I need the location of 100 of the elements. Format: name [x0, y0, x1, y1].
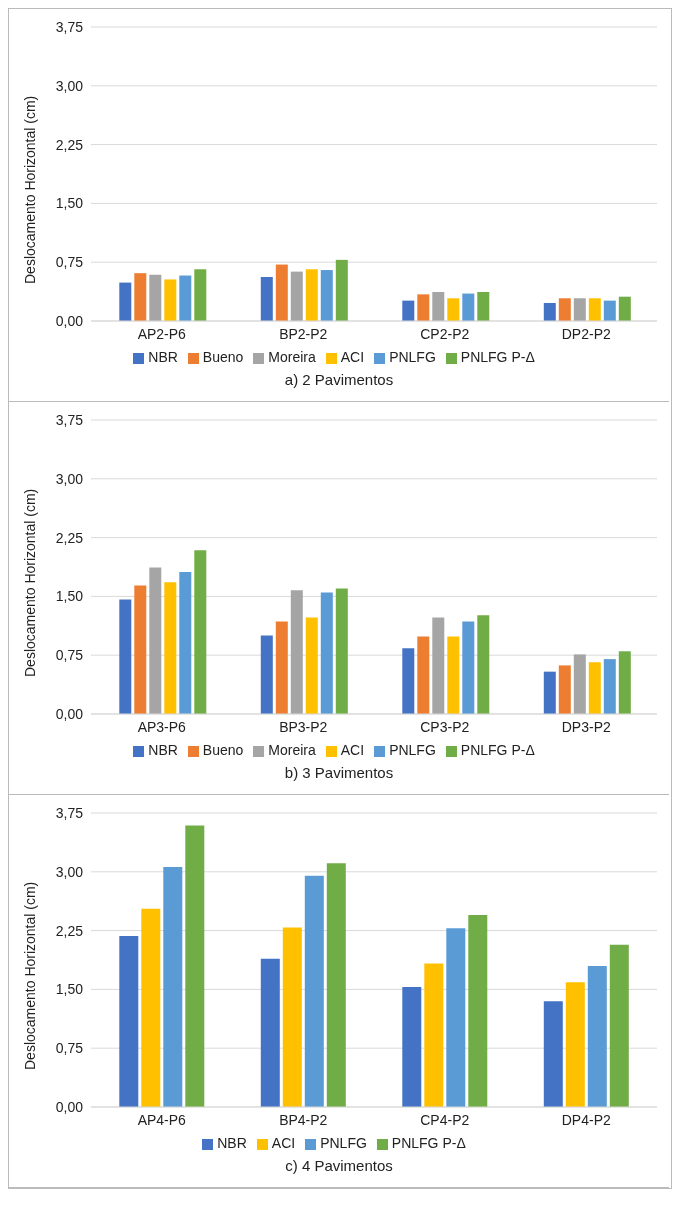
bar: [588, 298, 601, 321]
bar: [179, 275, 192, 321]
legend-label: PNLFG P-Δ: [460, 349, 535, 365]
x-tick-label: AP4-P6: [137, 1111, 187, 1128]
bar: [573, 298, 586, 321]
bar: [260, 958, 280, 1107]
bar: [149, 567, 162, 714]
bar: [417, 636, 430, 714]
y-tick-label: 0,75: [55, 647, 84, 664]
bar: [164, 279, 177, 321]
x-tick-label: DP2-P2: [561, 325, 611, 342]
bar: [290, 590, 303, 714]
x-tick-label: AP2-P6: [137, 325, 187, 342]
legend-label: Moreira: [268, 742, 316, 758]
y-tick-label: 3,00: [55, 470, 84, 487]
y-tick-label: 3,00: [55, 77, 84, 94]
x-tick-label: DP3-P2: [561, 718, 611, 735]
y-tick-label: 3,75: [55, 411, 84, 428]
legend-label: NBR: [148, 349, 178, 365]
bar: [603, 300, 616, 321]
bar: [543, 671, 556, 714]
bar: [424, 963, 444, 1107]
y-tick-label: 3,00: [55, 863, 84, 880]
bar: [462, 293, 475, 321]
y-axis-title: Deslocamento Horizontal (cm): [21, 488, 38, 677]
bar: [603, 659, 616, 714]
bar: [320, 270, 333, 321]
bar: [275, 264, 288, 321]
bar: [119, 599, 132, 714]
bar: [305, 269, 318, 321]
bar: [119, 282, 132, 321]
bar: [432, 617, 445, 714]
bar: [432, 291, 445, 321]
bar: [260, 635, 273, 714]
bar: [275, 621, 288, 714]
legend-label: PNLFG P-Δ: [391, 1135, 466, 1151]
legend-label: NBR: [148, 742, 178, 758]
bar: [573, 654, 586, 714]
x-tick-label: BP4-P2: [279, 1111, 328, 1128]
bar: [447, 298, 460, 321]
x-tick-label: BP2-P2: [279, 325, 328, 342]
bar: [417, 294, 430, 321]
bar: [141, 908, 161, 1107]
bar: [185, 825, 205, 1107]
legend-label: PNLFG: [320, 1135, 367, 1151]
legend-label: Moreira: [268, 349, 316, 365]
bar: [477, 291, 490, 321]
bar: [134, 585, 147, 714]
bar: [565, 982, 585, 1107]
x-tick-label: AP3-P6: [137, 718, 187, 735]
y-tick-label: 0,00: [55, 1098, 84, 1115]
y-axis-title: Deslocamento Horizontal (cm): [21, 881, 38, 1070]
bar: [558, 298, 571, 321]
legend-label: NBR: [217, 1135, 247, 1151]
legend-label: PNLFG: [389, 349, 436, 365]
y-tick-label: 0,00: [55, 312, 84, 329]
bar: [194, 269, 207, 321]
x-tick-label: CP3-P2: [420, 718, 470, 735]
bar: [402, 300, 415, 321]
bar: [282, 927, 302, 1107]
bar: [260, 277, 273, 321]
bar: [194, 550, 207, 714]
y-tick-label: 1,50: [55, 195, 84, 212]
y-tick-label: 1,50: [55, 588, 84, 605]
legend-label: ACI: [271, 1135, 296, 1151]
bar: [618, 651, 631, 714]
y-tick-label: 0,75: [55, 1040, 84, 1057]
bar: [304, 875, 324, 1107]
y-tick-label: 0,00: [55, 705, 84, 722]
x-tick-label: DP4-P2: [561, 1111, 611, 1128]
bar: [149, 274, 162, 321]
bar: [290, 271, 303, 321]
bar: [305, 617, 318, 714]
x-tick-label: BP3-P2: [279, 718, 328, 735]
x-tick-label: CP2-P2: [420, 325, 470, 342]
y-tick-label: 2,25: [55, 922, 84, 939]
bar: [447, 636, 460, 714]
bar: [543, 1001, 563, 1107]
bar: [446, 928, 466, 1107]
text: a) 2 Pavimentos: [283, 371, 395, 388]
bar: [320, 592, 333, 714]
bar: [119, 936, 139, 1107]
bar: [588, 662, 601, 714]
bar: [477, 615, 490, 714]
x-tick-label: CP4-P2: [420, 1111, 470, 1128]
y-axis-title: Deslocamento Horizontal (cm): [21, 95, 38, 284]
bar: [609, 944, 629, 1107]
bar: [134, 273, 147, 321]
text: b) 3 Pavimentos: [283, 764, 395, 781]
legend-label: Bueno: [202, 349, 244, 365]
y-tick-label: 0,75: [55, 254, 84, 271]
legend-label: ACI: [340, 742, 365, 758]
text: c) 4 Pavimentos: [284, 1157, 394, 1174]
y-tick-label: 1,50: [55, 981, 84, 998]
bar: [179, 572, 192, 714]
bar: [163, 867, 183, 1107]
bar: [402, 648, 415, 714]
bar: [326, 863, 346, 1107]
y-tick-label: 2,25: [55, 136, 84, 153]
bar: [462, 621, 475, 714]
